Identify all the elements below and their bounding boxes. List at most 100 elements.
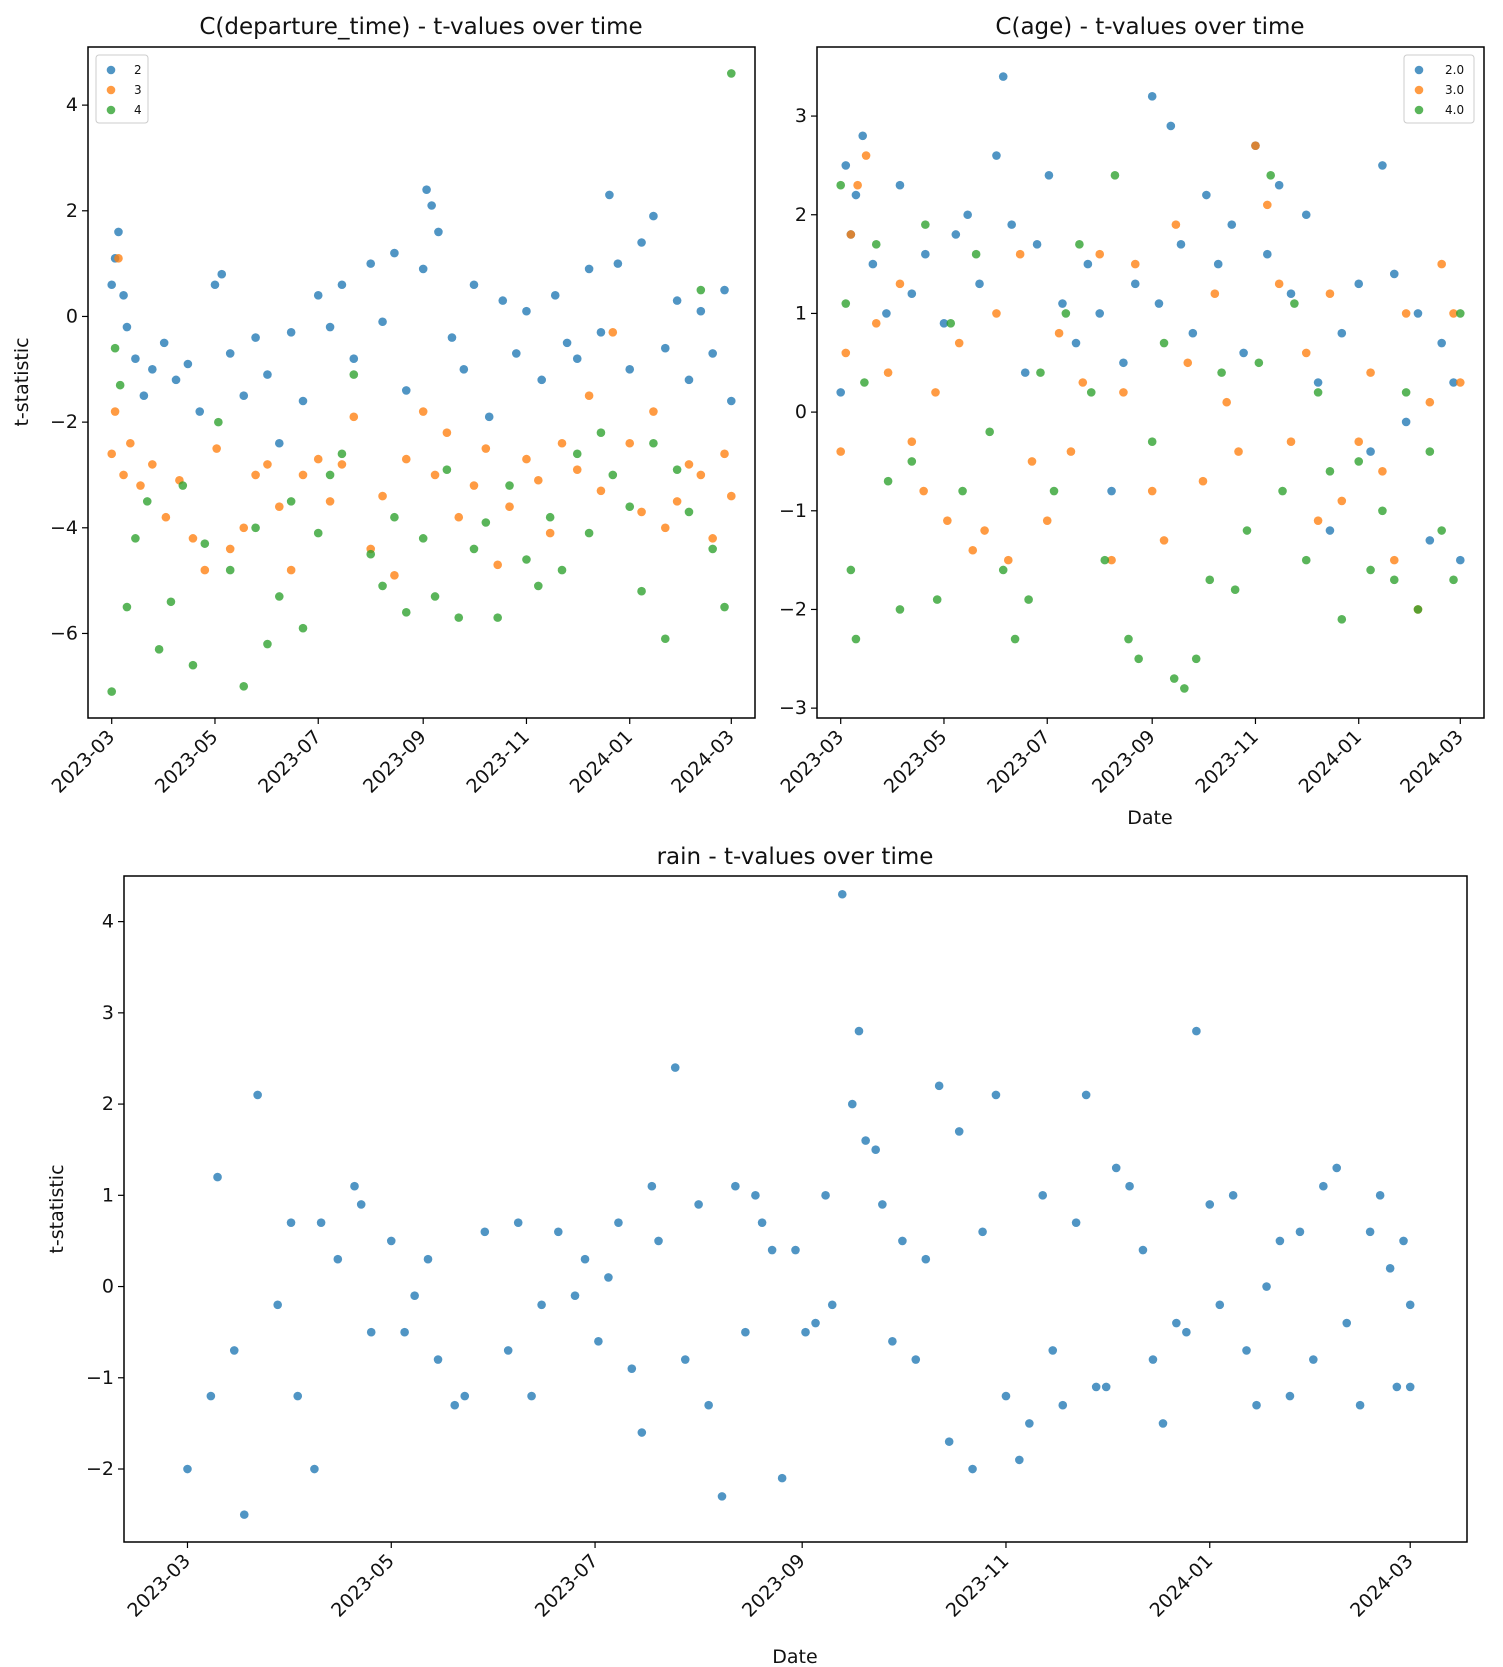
data-point [1003,555,1013,565]
data-point [325,322,335,332]
data-point [1110,170,1120,180]
data-point [136,481,145,490]
data-point [139,391,149,401]
data-point [386,1236,396,1246]
data-point [853,180,862,190]
y-tick-label: 2 [66,200,78,222]
data-point [1295,1227,1305,1237]
data-point [239,523,249,533]
data-point [847,1099,857,1109]
data-point [572,465,582,474]
data-point [868,259,878,269]
data-point [837,889,847,899]
x-tick-label: 2023-11 [942,1550,1014,1622]
data-point [625,438,635,448]
data-point [107,687,117,696]
x-tick-label: 2024-01 [1295,726,1367,798]
data-point [921,249,930,259]
data-point [726,69,736,78]
data-point [1285,1391,1295,1401]
data-point [1301,348,1311,358]
data-point [1158,1419,1168,1428]
data-point [608,470,618,480]
data-point [1100,555,1110,565]
data-point [1325,467,1335,476]
data-point [726,491,736,501]
series-2.0 [836,72,1465,565]
data-point [1049,486,1059,496]
data-point [998,565,1008,575]
data-point [161,512,171,522]
data-point [1449,378,1458,387]
data-point [1437,338,1446,348]
data-point [115,380,125,390]
data-point [836,447,846,456]
data-point [871,240,881,249]
data-point [777,1473,787,1483]
data-point [991,1090,1001,1100]
data-point [460,1391,470,1401]
data-point [119,291,128,300]
data-point [1147,437,1157,447]
x-tick-label: 2024-01 [1146,1550,1218,1622]
data-point [1107,555,1116,565]
data-point [708,349,717,358]
data-point [1313,516,1323,525]
data-point [858,131,868,141]
data-point [696,470,706,480]
data-point [637,586,646,596]
data-point [584,391,594,401]
data-point [931,388,940,397]
y-tick-label: 4 [102,911,114,933]
data-point [1401,309,1411,318]
data-point [1401,388,1411,397]
data-point [1058,1400,1068,1410]
data-point [1313,388,1323,397]
data-point [596,328,606,337]
data-point [454,613,464,622]
data-point [263,639,272,649]
data-point [720,602,729,612]
data-point [1389,269,1399,279]
data-point [637,238,646,247]
data-point [1301,210,1311,220]
data-point [895,279,905,289]
y-tick-label: −3 [779,697,807,719]
legend-marker [106,85,116,95]
data-point [1385,1264,1395,1273]
data-point [401,608,411,617]
data-point [433,1355,443,1364]
data-point [625,502,635,511]
data-point [484,412,494,422]
legend-label: 2 [134,63,142,77]
data-point [154,645,164,654]
data-point [114,254,123,263]
data-point [200,565,210,575]
data-point [274,502,284,511]
data-point [978,1227,987,1237]
data-point [225,565,235,575]
data-point [430,470,440,480]
data-point [684,460,694,469]
legend-label: 3 [134,83,142,97]
data-point [298,396,308,406]
data-point [378,581,387,591]
data-point [895,605,905,614]
x-tick-label: 2023-07 [254,726,326,798]
data-point [1389,575,1399,585]
data-point [337,449,347,459]
y-tick-label: 1 [795,302,807,324]
data-point [122,322,132,332]
series-2 [107,185,736,448]
data-point [1342,1318,1352,1328]
data-point [846,565,856,575]
data-point [253,1090,262,1100]
data-point [1095,309,1105,318]
data-point [944,1437,954,1446]
data-point [107,280,117,290]
legend-label: 3.0 [1445,83,1464,97]
data-point [1083,259,1093,269]
x-tick-label: 2023-03 [48,726,120,798]
y-tick-label: 2 [795,204,807,226]
data-point [263,370,272,379]
